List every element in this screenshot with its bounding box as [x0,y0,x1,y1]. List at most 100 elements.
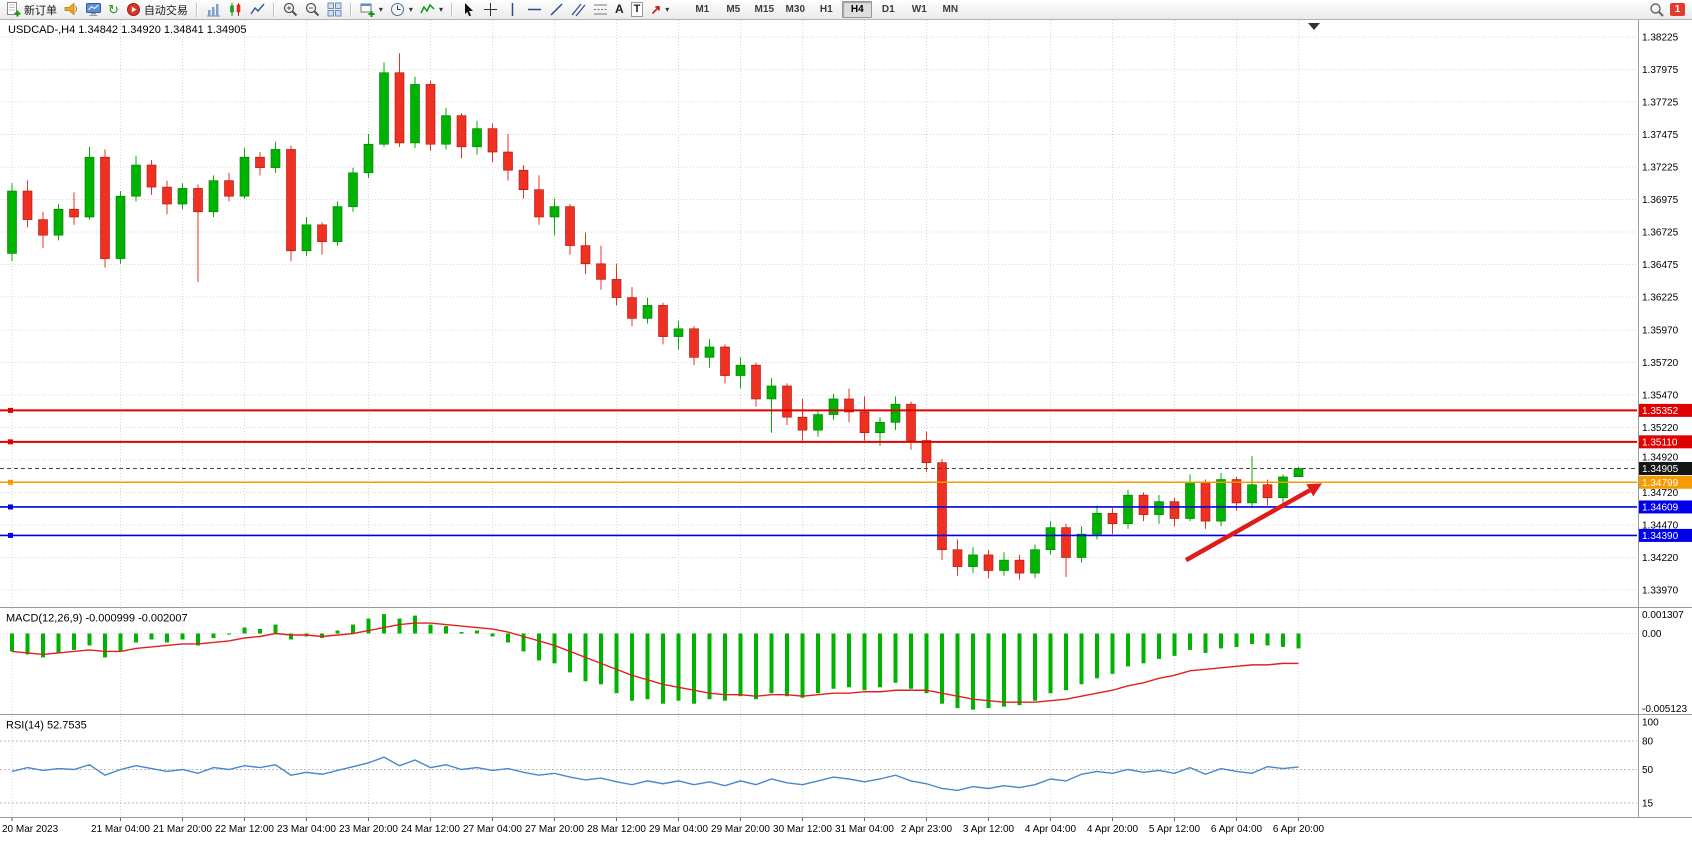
vertical-line-tool-button[interactable] [502,1,523,18]
new-order-icon [7,2,21,17]
sound-alert-button[interactable] [61,1,82,18]
time-axis-label: 28 Mar 12:00 [587,824,646,835]
price-label-box [1638,403,1692,417]
indicators-button[interactable]: ▾ [417,1,446,18]
timeframe-m15-button[interactable]: M15 [754,4,774,15]
price-axis-label: 1.35470 [1642,391,1679,402]
timeframe-h4-button[interactable]: H4 [842,1,873,18]
text-tool-button[interactable]: A [612,1,627,18]
new-order-button[interactable]: 新订单 [3,1,60,18]
time-axis-label: 3 Apr 12:00 [963,824,1015,835]
period-button[interactable]: ▾ [387,1,416,18]
horizontal-line-object-1.34390[interactable]: 1.34390 [0,528,1692,542]
price-label-box [1638,528,1692,542]
price-label: 1.35352 [1642,406,1679,417]
zoom-in-button[interactable] [280,1,301,18]
timeframe-m30-button[interactable]: M30 [785,4,805,15]
notification-badge[interactable]: 1 [1670,3,1685,16]
timeframe-group: M1 M5 M15 M30 H1 H4 D1 W1 MN [687,1,965,18]
price-axis-label: 1.37725 [1642,97,1679,108]
price-axis-label: 1.35970 [1642,326,1679,337]
refresh-button[interactable]: ↻ [105,1,122,18]
price-label-box [1638,475,1692,489]
line-chart-mode-button[interactable] [247,1,268,18]
timeframe-h1-button[interactable]: H1 [819,4,833,15]
chart-window: 1.35352 1.35110 1.34799 1.34609 1.34390 1.349… [0,20,1692,845]
price-label-box [1638,500,1692,514]
new-order-label: 新订单 [24,4,57,17]
price-axis-label: 1.35720 [1642,358,1679,369]
fibonacci-tool-button[interactable] [590,1,611,18]
time-axis-label: 21 Mar 20:00 [153,824,212,835]
rsi-axis-label: 50 [1642,765,1654,776]
clock-icon [390,3,404,16]
current-price-box [1638,461,1692,475]
horizontal-line-tool-button[interactable] [524,1,545,18]
tile-windows-button[interactable] [324,1,345,18]
channel-tool-button[interactable] [568,1,589,18]
dropdown-caret: ▾ [378,5,383,14]
price-axis-label: 1.36975 [1642,195,1679,206]
publish-chart-button[interactable] [83,1,104,18]
line-handle [8,479,13,485]
cursor-icon [464,3,473,17]
zoom-out-button[interactable] [302,1,323,18]
search-icon [1650,3,1664,17]
line-handle [8,504,13,510]
bar-chart-mode-button[interactable] [203,1,224,18]
candle-chart-mode-button[interactable] [225,1,246,18]
price-label: 1.35110 [1642,437,1678,448]
time-axis-label: 5 Apr 12:00 [1149,824,1201,835]
time-axis-label: 6 Apr 20:00 [1273,824,1325,835]
dropdown-caret: ▾ [665,5,670,14]
toolbar-separator [349,2,352,17]
time-axis-label: 4 Apr 20:00 [1087,824,1139,835]
price-axis-label: 1.36225 [1642,292,1679,303]
price-axis-label: 1.37975 [1642,65,1679,76]
rsi-axis-label: 15 [1642,798,1654,809]
dropdown-caret: ▾ [438,5,443,14]
timeframe-m1-button[interactable]: M1 [695,4,710,15]
time-axis-label: 29 Mar 20:00 [711,824,770,835]
crosshair-tool-button[interactable] [480,1,501,18]
timeframe-m5-button[interactable]: M5 [726,4,741,15]
horizontal-line-object-1.35110[interactable]: 1.35110 [0,435,1692,449]
price-label: 1.34609 [1642,502,1679,513]
trend-arrow-annotation[interactable] [1184,483,1322,563]
horizontal-line-object-1.34799[interactable]: 1.34799 [0,475,1692,489]
horizontal-line-object-1.35352[interactable]: 1.35352 [0,403,1692,417]
horn-icon [64,2,77,16]
timeframe-d1-button[interactable]: D1 [881,4,895,15]
chart-svg[interactable]: 1.35352 1.35110 1.34799 1.34609 1.34390 1.349… [0,20,1692,845]
rsi-header: RSI(14) 52.7535 [6,720,87,732]
chart-shift-marker[interactable] [1308,23,1320,30]
toolbar-separator [450,2,453,17]
label-icon: T [630,2,644,17]
price-label: 1.34799 [1642,478,1679,489]
time-axis[interactable]: 20 Mar 2023 21 Mar 04:00 21 Mar 20:00 22 Ma… [2,818,1325,835]
price-axis[interactable]: 1.38225 1.37975 1.37725 1.37475 1.37225 1.369… [1642,33,1679,597]
time-axis-label: 20 Mar 2023 [2,824,59,835]
price-axis-label: 1.34720 [1642,488,1679,499]
autotrade-button[interactable]: 自动交易 [123,1,191,18]
timeframe-mn-button[interactable]: MN [942,4,959,15]
autotrade-icon [126,3,140,16]
new-chart-button[interactable]: ▾ [357,1,386,18]
time-axis-label: 27 Mar 04:00 [463,824,522,835]
search-button[interactable] [1646,1,1667,18]
toolbar-separator [195,2,198,17]
line-handle [8,439,13,445]
arrows-tool-button[interactable]: ↗ ▾ [647,1,672,18]
cursor-tool-button[interactable] [458,1,479,18]
toolbar-separator [272,2,275,17]
horizontal-line-object-1.34609[interactable]: 1.34609 [0,500,1692,514]
autotrade-label: 自动交易 [143,4,188,17]
label-tool-button[interactable]: T [628,1,647,18]
trendline-tool-button[interactable] [546,1,567,18]
timeframe-w1-button[interactable]: W1 [911,4,927,15]
macd-signal-line [11,622,1299,703]
rsi-axis-label: 100 [1642,718,1659,729]
price-label-box [1638,435,1692,449]
price-axis-label: 1.37475 [1642,130,1679,141]
